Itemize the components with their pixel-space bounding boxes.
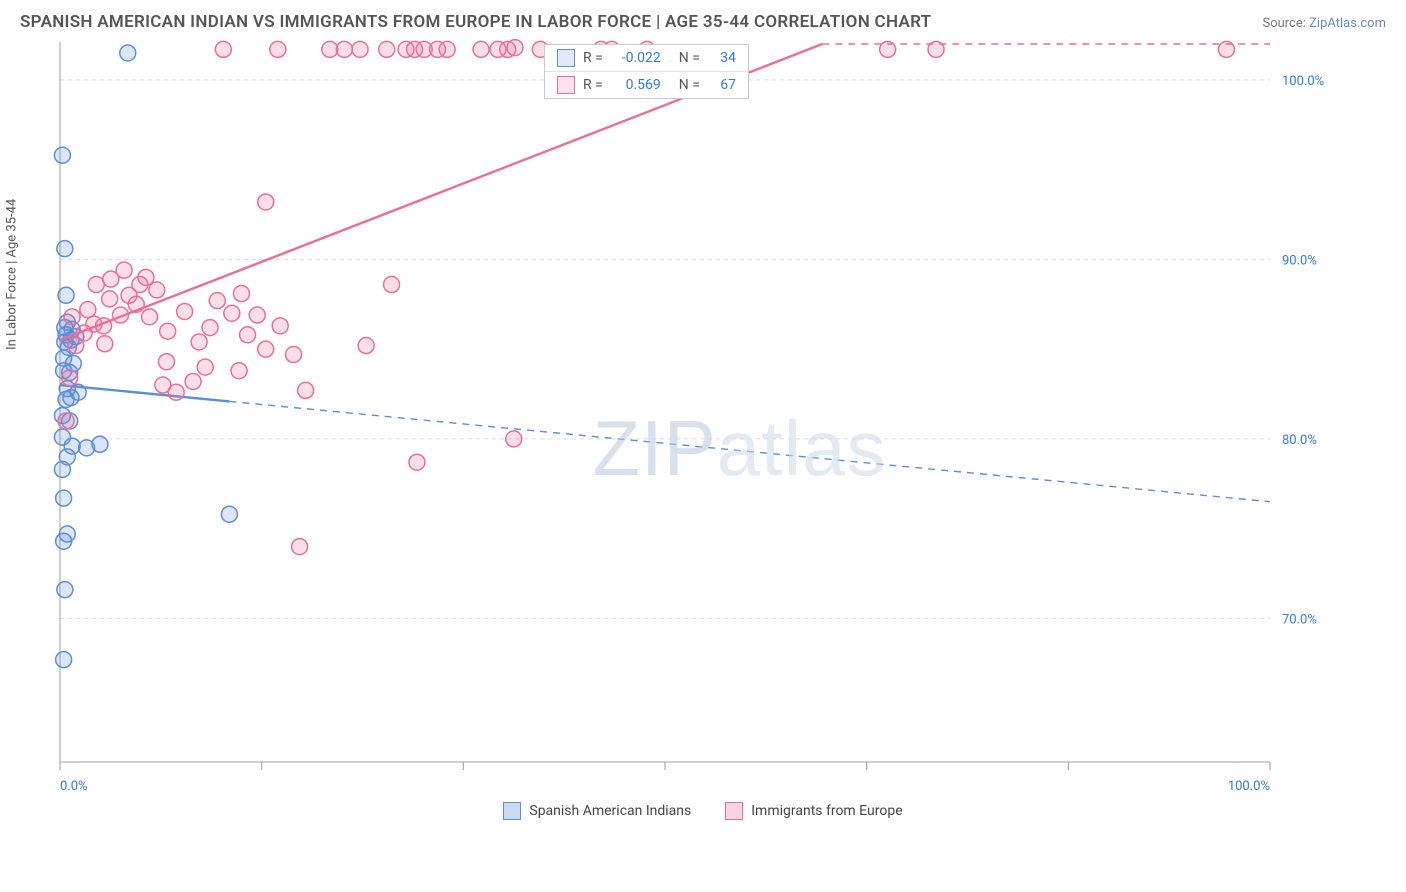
data-point [57, 241, 73, 257]
y-tick-label: 80.0% [1282, 433, 1317, 448]
data-point [209, 293, 225, 309]
data-point [298, 382, 314, 398]
data-point [384, 277, 400, 293]
data-point [379, 41, 395, 57]
data-point [506, 431, 522, 447]
data-point [473, 41, 489, 57]
data-point [54, 147, 70, 163]
data-point [57, 582, 73, 598]
data-point [258, 341, 274, 357]
x-tick-label: 100.0% [1228, 779, 1270, 794]
data-point [92, 436, 108, 452]
data-point [439, 41, 455, 57]
regression-extrapolation [229, 401, 1270, 501]
r-value: 0.569 [611, 77, 661, 93]
data-point [231, 363, 247, 379]
r-value: -0.022 [611, 50, 661, 66]
legend-label: Spanish American Indians [529, 803, 691, 819]
data-point [258, 194, 274, 210]
scatter-plot: 70.0% 80.0% 90.0% 100.0% 0.0% 100.0% [20, 38, 1350, 798]
r-label: R = [583, 50, 603, 66]
data-point [158, 354, 174, 370]
legend-item: Immigrants from Europe [725, 802, 902, 820]
data-point [97, 336, 113, 352]
data-point [88, 277, 104, 293]
n-value: 34 [708, 50, 736, 66]
chart-title: SPANISH AMERICAN INDIAN VS IMMIGRANTS FR… [20, 12, 931, 32]
y-tick-label: 100.0% [1282, 74, 1324, 89]
data-point [177, 303, 193, 319]
data-point [56, 652, 72, 668]
data-point [224, 305, 240, 321]
data-point [202, 320, 218, 336]
data-point [409, 454, 425, 470]
data-point [138, 269, 154, 285]
data-point [197, 359, 213, 375]
data-point [168, 384, 184, 400]
data-point [191, 334, 207, 350]
x-tick-label: 0.0% [60, 779, 88, 794]
data-point [352, 41, 368, 57]
y-axis-label: In Labor Force | Age 35-44 [5, 199, 20, 350]
data-point [507, 40, 523, 56]
data-point [358, 338, 374, 354]
y-tick-label: 90.0% [1282, 253, 1317, 268]
source-prefix: Source: [1262, 16, 1309, 31]
data-point [292, 539, 308, 555]
data-point [286, 347, 302, 363]
data-point [234, 286, 250, 302]
correlation-legend: R = -0.022 N = 34 R = 0.569 N = 67 [544, 44, 749, 99]
legend-swatch [725, 802, 743, 820]
legend-label: Immigrants from Europe [751, 803, 902, 819]
data-point [240, 327, 256, 343]
data-point [64, 309, 80, 325]
data-point [102, 291, 118, 307]
data-point [54, 429, 70, 445]
data-point [215, 41, 231, 57]
n-value: 67 [708, 77, 736, 93]
legend-item: Spanish American Indians [503, 802, 691, 820]
correlation-row: R = -0.022 N = 34 [545, 45, 748, 71]
y-tick-label: 70.0% [1282, 612, 1317, 627]
data-point [270, 41, 286, 57]
data-point [336, 41, 352, 57]
data-point [185, 373, 201, 389]
source-link[interactable]: ZipAtlas.com [1309, 16, 1386, 31]
data-point [160, 323, 176, 339]
correlation-row: R = 0.569 N = 67 [545, 71, 748, 98]
data-point [56, 490, 72, 506]
data-point [142, 309, 158, 325]
r-label: R = [583, 77, 603, 93]
data-point [62, 370, 78, 386]
data-point [272, 318, 288, 334]
legend-swatch [503, 802, 521, 820]
data-point [322, 41, 338, 57]
data-point [80, 302, 96, 318]
data-point [59, 526, 75, 542]
data-point [116, 262, 132, 278]
legend-swatch [557, 76, 575, 94]
legend-swatch [557, 49, 575, 67]
source-credit: Source: ZipAtlas.com [1262, 16, 1386, 31]
data-point [249, 307, 265, 323]
data-point [58, 413, 74, 429]
data-point [221, 506, 237, 522]
n-label: N = [679, 50, 700, 66]
data-point [120, 45, 136, 61]
chart-area: In Labor Force | Age 35-44 70.0%80.0%90.… [20, 38, 1386, 798]
series-legend: Spanish American Indians Immigrants from … [0, 802, 1406, 820]
data-point [58, 287, 74, 303]
n-label: N = [679, 77, 700, 93]
